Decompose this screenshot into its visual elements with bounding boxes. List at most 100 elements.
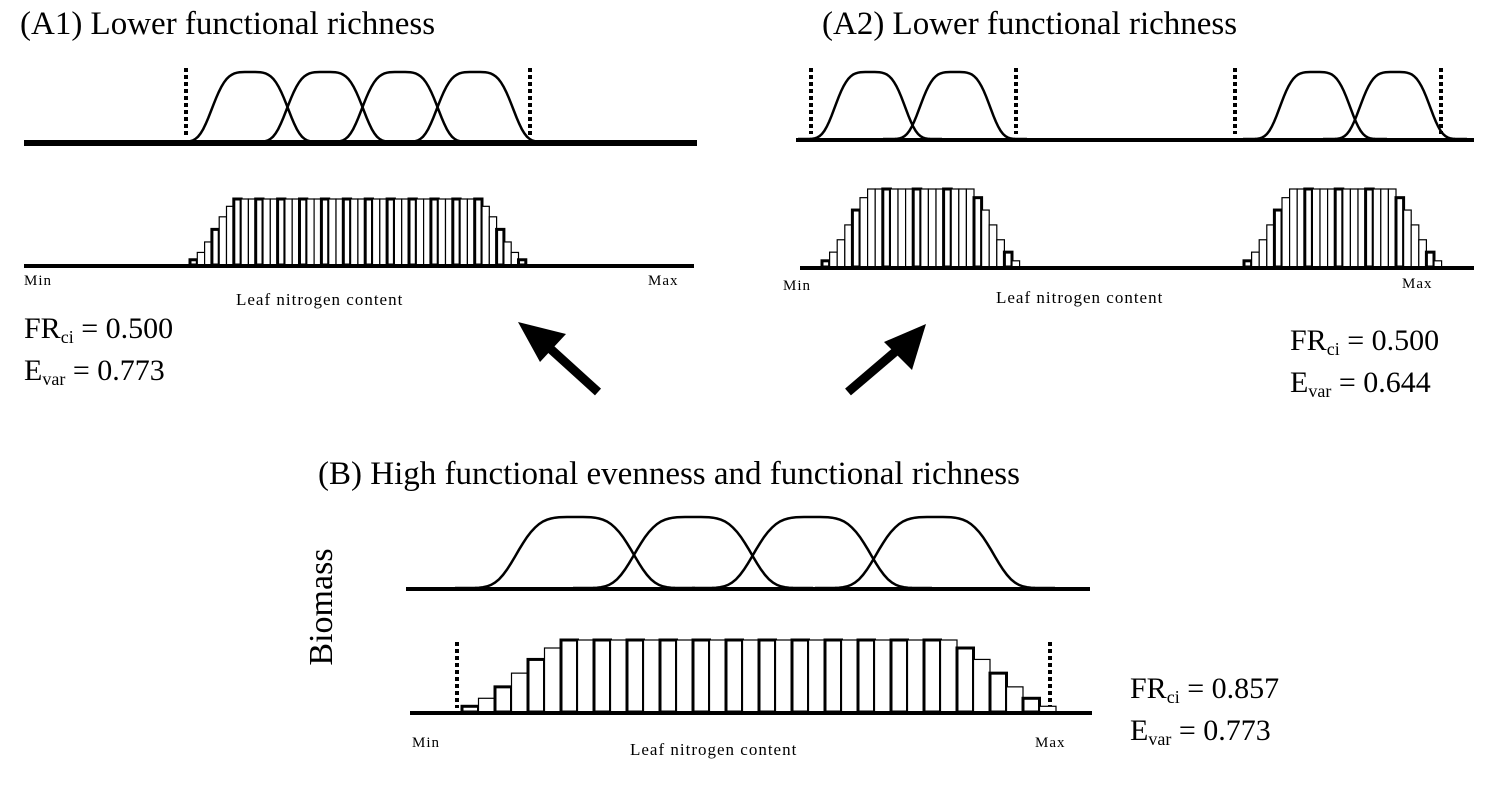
b-histogram-bar-26 <box>889 638 909 714</box>
b-histogram-bar-6 <box>559 638 579 714</box>
b-histogram-bar-28 <box>922 638 942 714</box>
a1-histogram-bar-42 <box>495 227 506 267</box>
b-histogram-bar-14 <box>691 638 711 714</box>
a2-histogram-left-bar-12 <box>911 187 923 269</box>
panel-a2-fr-stat: FRci = 0.500 <box>1290 326 1439 359</box>
a1-histogram-bar-37 <box>459 198 469 266</box>
a1-histogram-bar-25 <box>371 198 381 266</box>
a1-histogram-bar-19 <box>328 198 337 266</box>
a2-histogram-right-bar-13 <box>1342 188 1352 268</box>
panel-b-e-stat: Evar = 0.773 <box>1130 714 1271 749</box>
a1-bell-curve-0 <box>172 70 328 144</box>
panel-a2-title: (A2) Lower functional richness <box>822 6 1238 42</box>
arrow-up-left-icon <box>518 322 602 396</box>
a1-histogram-bar-40 <box>481 205 490 266</box>
a2-histogram-left-bar-13 <box>920 188 929 268</box>
a1-histogram-bar-22 <box>350 198 359 266</box>
a1-bell-curve-1 <box>247 70 403 144</box>
e-subscript: var <box>1148 729 1172 749</box>
fr-prefix: FR <box>1130 672 1167 705</box>
e-prefix: E <box>24 354 43 387</box>
a1-histogram-bar-36 <box>451 197 462 267</box>
fr-value: = 0.500 <box>81 312 174 345</box>
b-histogram-bar-3 <box>510 672 529 713</box>
e-value: = 0.644 <box>1338 366 1431 399</box>
b-histogram-bar-1 <box>477 697 496 713</box>
b-bell-curve-2 <box>692 515 932 590</box>
a1-histogram-bar-33 <box>429 197 440 267</box>
panel-a2-axis-max: Max <box>1402 276 1433 292</box>
fr-prefix: FR <box>24 312 61 345</box>
a2-histogram-right-bar-21 <box>1402 209 1412 268</box>
b-histogram-bar-11 <box>642 639 661 713</box>
a2-histogram-left-bar-17 <box>950 188 960 268</box>
a1-histogram-bar-30 <box>407 197 418 267</box>
a2-histogram-left-bar-14 <box>927 188 937 268</box>
b-histogram-bar-23 <box>840 639 859 713</box>
a2-histogram-left-bar-6 <box>866 188 876 268</box>
a2-histogram-right-bar-14 <box>1349 188 1359 268</box>
b-histogram-bar-22 <box>823 638 843 714</box>
a1-histogram-bar-1 <box>196 251 206 266</box>
panel-a1-axis-min: Min <box>24 273 53 289</box>
fr-subscript: ci <box>1326 339 1340 359</box>
b-histogram-bar-16 <box>724 638 744 714</box>
panel-a1-e-stat: Evar = 0.773 <box>24 354 165 389</box>
a1-histogram-bar-3 <box>210 227 221 267</box>
a2-histogram-right-bar-1 <box>1250 251 1260 268</box>
b-histogram-bar-18 <box>757 638 777 714</box>
fr-subscript: ci <box>60 327 74 347</box>
a2-histogram-left-bar-5 <box>859 197 869 268</box>
panel-a2-axis-label: Leaf nitrogen content <box>996 288 1164 307</box>
a2-histogram-left-bar-2 <box>836 239 846 268</box>
panel-a1-axis-max: Max <box>648 273 679 289</box>
b-histogram-bar-13 <box>675 639 694 713</box>
a1-bell-curve-3 <box>397 70 553 144</box>
a1-histogram-bar-18 <box>319 197 331 267</box>
panel-a1-axis-label: Leaf nitrogen content <box>236 290 404 309</box>
a2-bell-curve-2 <box>1243 70 1387 141</box>
e-subscript: var <box>1308 381 1332 401</box>
b-histogram-bar-19 <box>774 639 793 713</box>
a2-histogram-right-bar-17 <box>1372 188 1382 268</box>
b-histogram-bar-10 <box>625 638 645 714</box>
a1-histogram-bar-31 <box>415 198 425 266</box>
panel-b-axis-min: Min <box>412 735 441 751</box>
panel-a2-axis-min: Min <box>783 278 812 294</box>
b-histogram-bar-20 <box>790 638 810 714</box>
panel-b-axis-label: Leaf nitrogen content <box>630 740 798 759</box>
b-histogram-bar-12 <box>658 638 678 714</box>
a1-histogram-bar-27 <box>385 197 396 267</box>
a2-histogram-left-bar-4 <box>850 208 862 269</box>
b-histogram-bar-27 <box>906 639 925 713</box>
b-histogram-bar-25 <box>873 639 892 713</box>
panel-b-title: (B) High functional evenness and functio… <box>318 456 1020 492</box>
b-histogram-bar-5 <box>543 647 562 713</box>
a2-histogram-right-bar-22 <box>1410 224 1420 268</box>
b-histogram-bar-30 <box>955 646 975 714</box>
b-histogram-bar-21 <box>807 639 826 713</box>
a1-histogram-bar-15 <box>298 197 309 267</box>
e-subscript: var <box>42 369 66 389</box>
b-histogram-bar-34 <box>1021 696 1041 714</box>
b-histogram-bar-8 <box>592 638 612 714</box>
a2-histogram-right-bar-2 <box>1258 239 1268 268</box>
b-histogram-bar-7 <box>576 639 595 713</box>
a1-histogram-bar-28 <box>393 198 403 266</box>
a2-histogram-right-bar-20 <box>1394 196 1406 269</box>
a2-histogram-right-bar-16 <box>1364 187 1375 269</box>
a2-histogram-left-bar-21 <box>980 209 990 268</box>
a2-histogram-right-bar-12 <box>1333 187 1345 269</box>
a2-histogram-left-bar-8 <box>881 187 892 269</box>
a1-histogram-bar-6 <box>232 197 243 267</box>
a2-histogram-left-bar-20 <box>972 196 984 269</box>
a2-bell-curve-3 <box>1323 70 1467 141</box>
a1-histogram-bar-34 <box>437 198 447 266</box>
panel-b-axis-max: Max <box>1035 735 1066 751</box>
e-prefix: E <box>1130 714 1149 747</box>
a2-histogram-left-bar-18 <box>958 188 967 268</box>
a1-histogram-bar-16 <box>306 198 315 266</box>
a1-histogram-bar-13 <box>284 198 293 266</box>
b-histogram-bar-24 <box>856 638 876 714</box>
